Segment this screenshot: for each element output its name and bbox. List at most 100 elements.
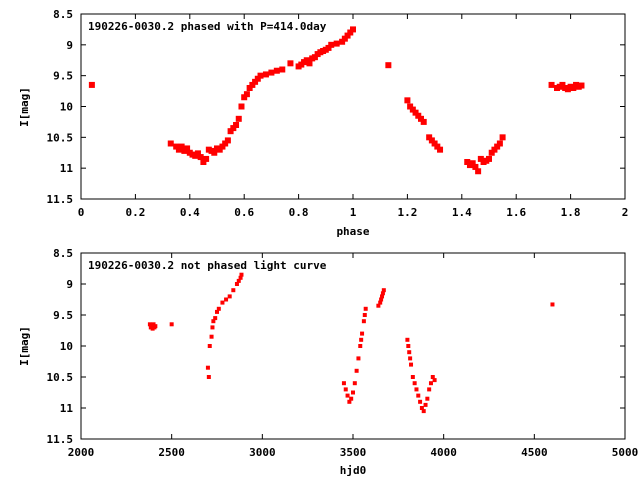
data-point: [491, 146, 498, 153]
data-point: [499, 134, 506, 141]
y-tick-label: 8.5: [53, 247, 73, 260]
data-point: [380, 294, 385, 299]
data-point: [420, 118, 427, 125]
plot-frame: [80, 252, 626, 440]
y-tick-label: 10.5: [47, 131, 74, 144]
x-tick-label: 1.2: [397, 206, 417, 219]
data-point: [431, 140, 438, 147]
x-tick-label: 3500: [340, 446, 367, 459]
data-point: [418, 399, 423, 404]
data-point: [428, 137, 435, 144]
data-point: [426, 134, 433, 141]
data-point: [486, 155, 492, 162]
x-tick-label: 0.8: [289, 206, 309, 219]
data-point: [344, 32, 351, 39]
data-point: [378, 300, 383, 305]
data-point: [287, 60, 294, 67]
data-point: [464, 159, 471, 165]
x-tick-label: 0.2: [125, 206, 145, 219]
x-tick-label: 1.4: [452, 206, 472, 219]
data-point: [303, 57, 310, 64]
data-point: [494, 143, 501, 150]
data-point: [362, 313, 367, 317]
y-tick-label: 11.5: [47, 193, 74, 206]
x-tick-label: 3000: [249, 446, 276, 459]
data-point: [380, 291, 385, 296]
data-point: [279, 66, 286, 73]
data-point: [268, 69, 275, 76]
data-point: [410, 375, 415, 379]
data-point: [273, 67, 280, 74]
data-point: [254, 75, 261, 82]
plot-frame: [80, 13, 626, 200]
data-point: [236, 278, 241, 283]
data-point: [407, 103, 414, 110]
data-point: [550, 302, 555, 307]
data-point: [418, 115, 424, 122]
data-point: [173, 143, 180, 150]
data-point: [404, 97, 411, 104]
data-point: [167, 140, 174, 147]
data-point: [211, 149, 218, 156]
data-point: [472, 163, 479, 170]
x-tick-label: 0.6: [234, 206, 254, 219]
data-point: [224, 297, 229, 302]
x-axis-label: hjd0: [340, 464, 367, 477]
data-point: [385, 62, 392, 69]
data-point: [227, 128, 234, 135]
data-point: [234, 282, 239, 286]
y-axis-label: I[mag]: [18, 87, 31, 127]
data-point: [427, 387, 432, 392]
data-point: [241, 94, 248, 101]
data-point: [203, 155, 210, 162]
data-point: [345, 393, 350, 398]
data-point: [230, 125, 237, 132]
y-tick-label: 10: [60, 101, 73, 114]
data-point: [215, 309, 219, 314]
data-point: [216, 306, 221, 311]
x-tick-label: 2: [622, 206, 629, 219]
data-point: [419, 406, 424, 410]
data-point: [178, 143, 185, 150]
data-point: [421, 409, 426, 414]
data-point: [496, 140, 503, 147]
data-point: [351, 390, 355, 395]
chart-title: 190226-0030.2 not phased light curve: [88, 259, 327, 272]
y-axis-label: I[mag]: [18, 326, 31, 366]
data-point: [406, 344, 411, 348]
data-point: [238, 103, 245, 110]
data-point: [343, 387, 348, 392]
unphased-light-curve-panel: 190226-0030.2 not phased light curve hjd…: [18, 247, 638, 477]
data-point: [219, 143, 226, 150]
data-point: [216, 146, 223, 153]
data-point: [235, 115, 242, 122]
data-point: [200, 159, 207, 165]
data-point: [409, 362, 414, 367]
data-point: [246, 85, 253, 91]
data-point: [211, 319, 216, 324]
data-point: [469, 160, 476, 167]
data-point: [559, 81, 566, 88]
chart-title: 190226-0030.2 phased with P=414.0day: [88, 20, 327, 33]
y-tick-label: 10: [60, 340, 73, 353]
data-point: [356, 356, 361, 361]
data-point: [428, 381, 433, 386]
data-point: [325, 44, 332, 51]
data-point: [249, 81, 256, 88]
data-point: [328, 41, 335, 48]
data-point: [213, 316, 218, 321]
data-point: [415, 112, 422, 119]
data-point: [379, 297, 384, 302]
data-point: [349, 396, 354, 401]
x-tick-label: 2500: [158, 446, 185, 459]
data-point: [488, 149, 495, 156]
data-point: [376, 303, 381, 308]
data-point: [363, 306, 368, 311]
data-point: [169, 322, 174, 327]
data-point: [209, 334, 214, 339]
data-point: [206, 375, 211, 379]
x-tick-label: 1: [350, 206, 357, 219]
data-point: [339, 38, 346, 45]
x-tick-label: 1.8: [561, 206, 581, 219]
x-tick-label: 0: [78, 206, 85, 219]
